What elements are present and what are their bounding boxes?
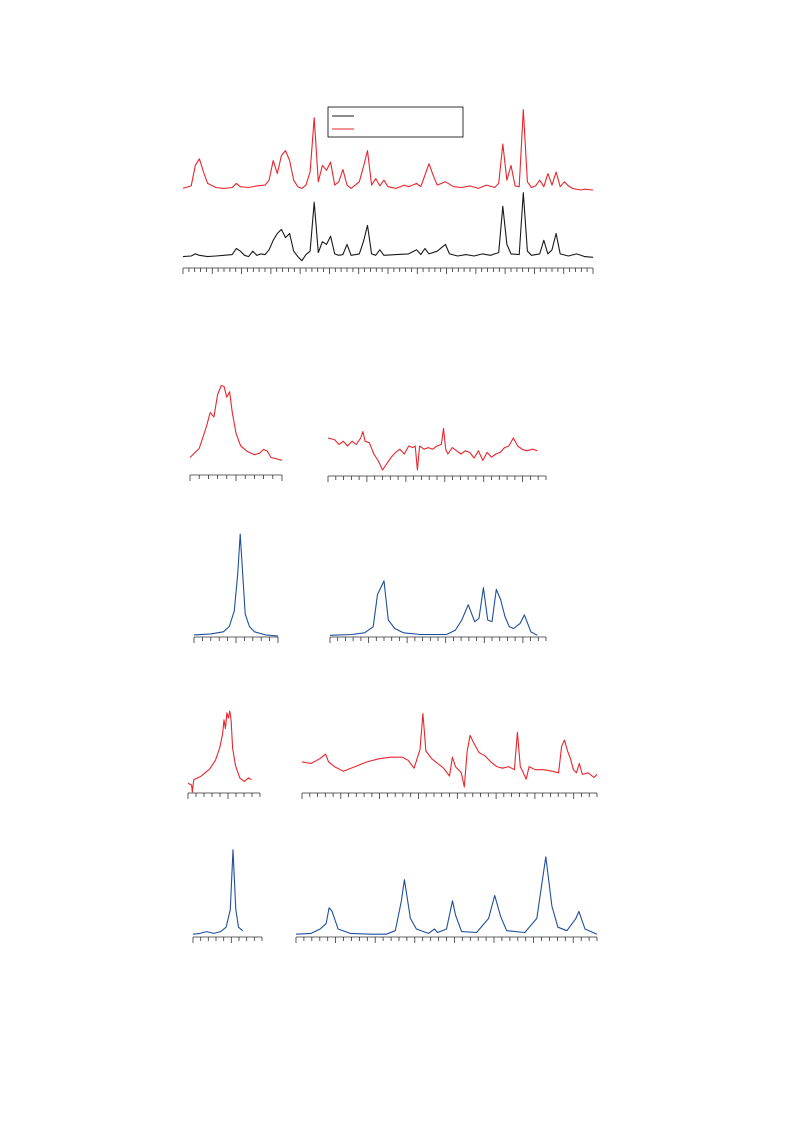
panel-row3-left bbox=[187, 710, 261, 799]
x-axis-row3-left bbox=[187, 792, 261, 799]
x-axis-row1-right bbox=[327, 475, 547, 482]
panel-row1-right bbox=[327, 427, 547, 482]
x-axis-row4-left bbox=[192, 936, 263, 943]
series-line-row4-right-0 bbox=[295, 856, 598, 935]
series-line-top-spectra-0 bbox=[182, 109, 594, 191]
x-axis-row1-left bbox=[189, 474, 283, 481]
series-line-row1-left-0 bbox=[189, 384, 283, 461]
x-axis-row3-right bbox=[301, 792, 598, 799]
plots-layer bbox=[182, 109, 598, 943]
x-axis-row2-right bbox=[329, 636, 547, 643]
panel-row2-right bbox=[329, 580, 547, 643]
panel-row4-left bbox=[192, 849, 263, 943]
series-line-row3-left-0 bbox=[187, 710, 252, 793]
panel-row3-right bbox=[301, 713, 598, 799]
legend bbox=[327, 106, 464, 138]
x-axis-top-spectra bbox=[182, 267, 594, 274]
panel-row4-right bbox=[295, 856, 598, 943]
legend-box bbox=[327, 106, 464, 138]
panel-top-spectra bbox=[182, 109, 594, 274]
series-line-row4-left-0 bbox=[192, 849, 244, 935]
series-line-top-spectra-1 bbox=[182, 192, 594, 262]
series-line-row3-right-0 bbox=[301, 713, 598, 788]
panel-row1-left bbox=[189, 384, 283, 481]
x-axis-row2-left bbox=[193, 636, 279, 643]
series-line-row2-right-0 bbox=[329, 580, 538, 636]
x-axis-row4-right bbox=[295, 936, 598, 943]
series-line-row1-right-0 bbox=[327, 427, 538, 471]
series-line-row2-left-0 bbox=[193, 533, 279, 637]
panel-row2-left bbox=[193, 533, 279, 643]
